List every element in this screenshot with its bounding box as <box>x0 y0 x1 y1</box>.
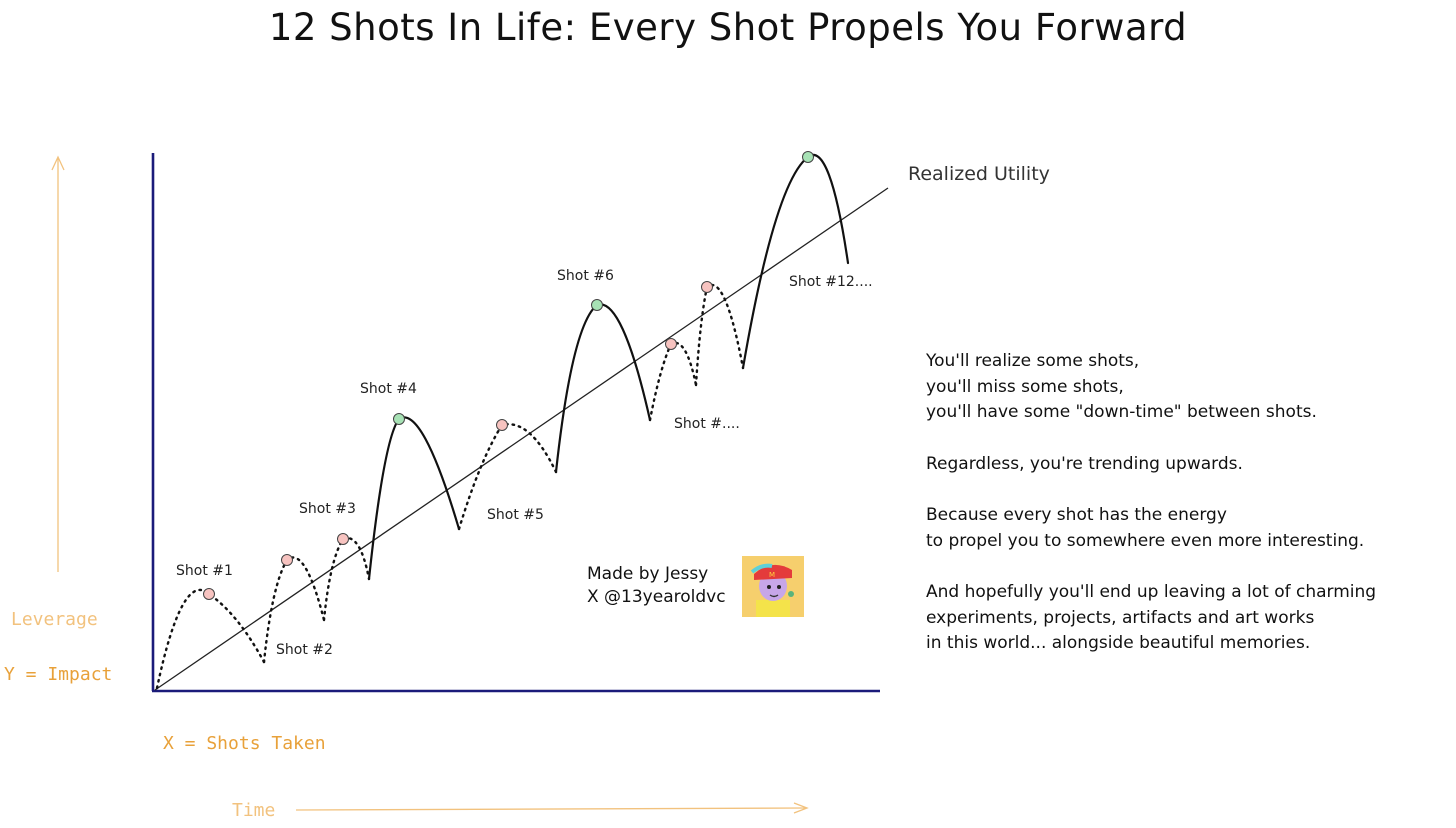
trend-line-label: Realized Utility <box>908 163 1050 185</box>
shot-1-path <box>155 588 266 690</box>
shot-label: Shot #.... <box>674 416 740 432</box>
narrative-line: Because every shot has the energy <box>926 505 1227 525</box>
shot-label: Shot #3 <box>299 501 356 517</box>
shot-7-missed-marker <box>665 338 677 350</box>
credit: Made by Jessy X @13yearoldvc <box>587 563 726 609</box>
shot-label: Shot #6 <box>557 268 614 284</box>
shot-1-missed-marker <box>203 588 215 600</box>
shot-3-missed-marker <box>337 533 349 545</box>
shot-8-path <box>694 283 745 387</box>
shot-3-path <box>322 536 371 622</box>
credit-handle: X @13yearoldvc <box>587 587 726 607</box>
credit-author: Made by Jessy <box>587 564 709 584</box>
shot-5-missed-marker <box>496 419 508 431</box>
narrative-paragraph-3: Because every shot has the energy to pro… <box>926 503 1454 554</box>
page-title: 12 Shots In Life: Every Shot Propels You… <box>268 6 1188 49</box>
shot-4-path <box>367 416 461 581</box>
shot-7-path <box>648 341 698 422</box>
x-arrow <box>295 802 809 814</box>
shot-12-path <box>741 154 850 370</box>
shot-6-path <box>554 303 652 474</box>
shot-label: Shot #4 <box>360 381 417 397</box>
narrative-line: to propel you to somewhere even more int… <box>926 530 1365 551</box>
realized-utility-trend-line <box>154 187 889 691</box>
narrative-line: you'll miss some shots, <box>926 376 1124 397</box>
shot-2-missed-marker <box>281 554 293 566</box>
avatar: M <box>742 556 804 617</box>
narrative-line: Regardless, you're trending upwards. <box>926 453 1243 474</box>
narrative-line: You'll realize some shots, <box>926 351 1140 371</box>
shot-label: Shot #1 <box>176 563 233 579</box>
x-shots-taken-label: X = Shots Taken <box>163 733 326 754</box>
time-label: Time <box>232 800 275 821</box>
shot-12-realized-marker <box>802 151 814 163</box>
svg-text:M: M <box>769 571 775 579</box>
shot-6-realized-marker <box>591 299 603 311</box>
narrative-line: And hopefully you'll end up leaving a lo… <box>926 582 1377 602</box>
shot-label: Shot #12.... <box>789 274 873 290</box>
narrative-line: you'll have some "down-time" between sho… <box>926 402 1317 422</box>
narrative-line: experiments, projects, artifacts and art… <box>926 607 1315 628</box>
narrative-paragraph-4: And hopefully you'll end up leaving a lo… <box>926 580 1454 657</box>
narrative-paragraph-1: You'll realize some shots, you'll miss s… <box>926 349 1454 426</box>
narrative: You'll realize some shots, you'll miss s… <box>926 349 1454 683</box>
shot-4-realized-marker <box>393 413 405 425</box>
leverage-label: Leverage <box>11 609 98 630</box>
narrative-line: in this world... alongside beautiful mem… <box>926 633 1311 653</box>
shot-8-missed-marker <box>701 281 713 293</box>
shot-label: Shot #5 <box>487 507 544 523</box>
shot-label: Shot #2 <box>276 642 333 658</box>
narrative-paragraph-2: Regardless, you're trending upwards. <box>926 452 1454 478</box>
y-arrow <box>51 155 65 572</box>
y-impact-label: Y = Impact <box>4 664 112 685</box>
